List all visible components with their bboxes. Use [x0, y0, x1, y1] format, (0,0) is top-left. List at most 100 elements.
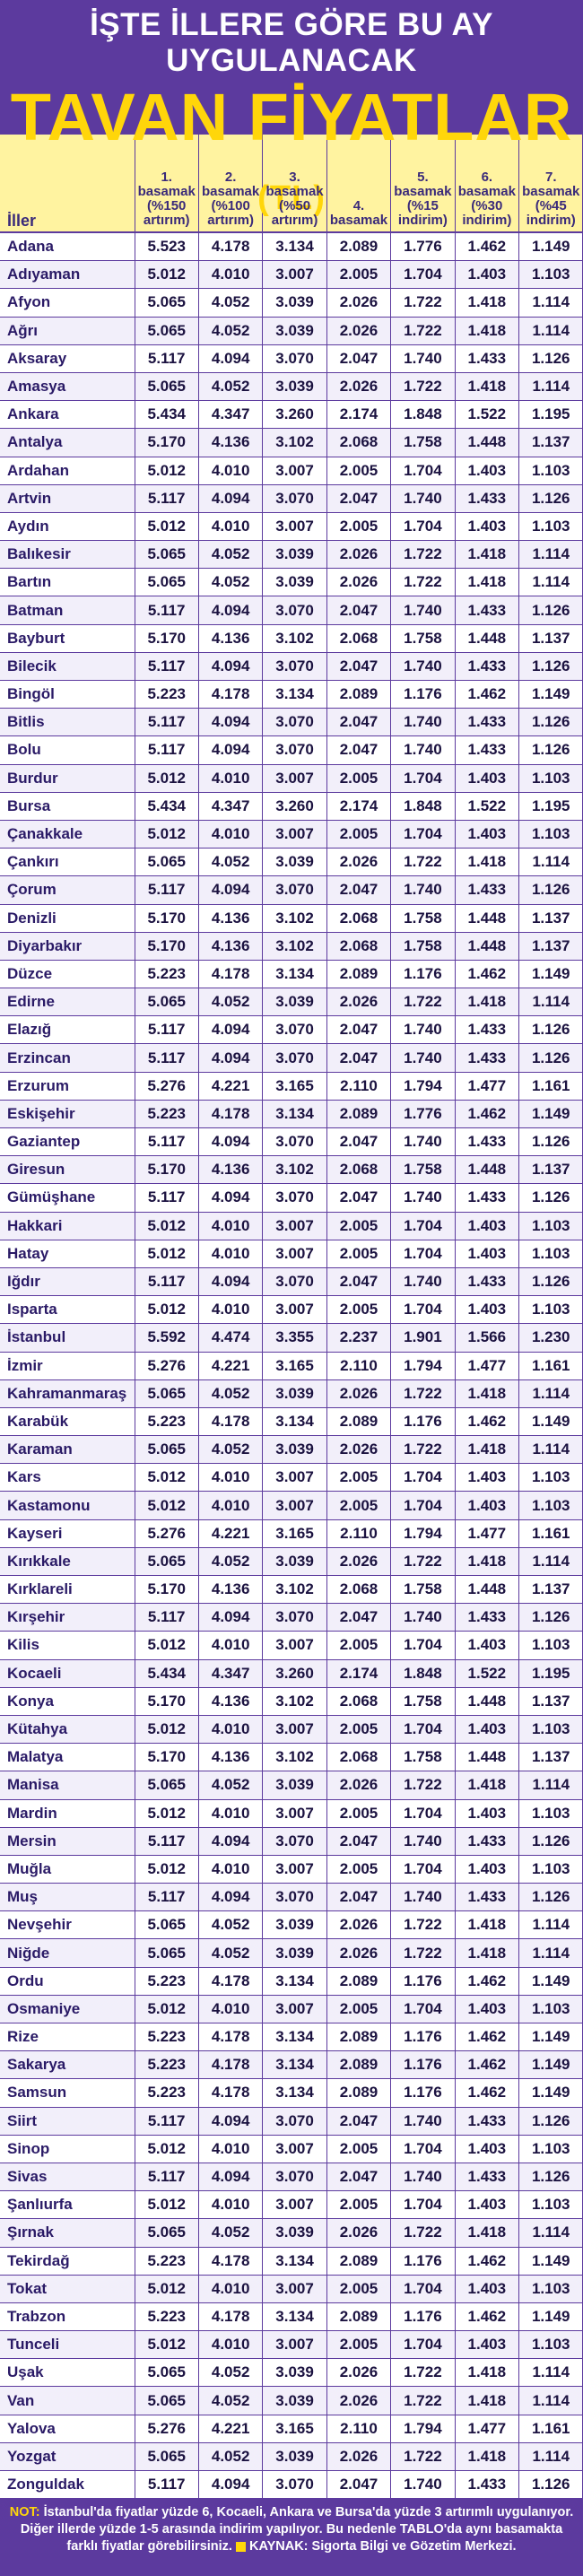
- price-cell: 1.403: [455, 1995, 520, 2024]
- price-cell: 5.012: [135, 2275, 199, 2303]
- province-name: Gaziantep: [0, 1127, 135, 1157]
- price-cell: 5.434: [135, 792, 199, 821]
- price-cell: 5.065: [135, 1547, 199, 1577]
- price-cell: 5.117: [135, 1603, 199, 1632]
- price-cell: 1.176: [390, 1407, 456, 1437]
- price-cell: 1.704: [390, 1799, 456, 1828]
- price-cell: 1.740: [390, 708, 456, 737]
- price-cell: 4.052: [198, 1547, 264, 1577]
- price-cell: 1.704: [390, 1295, 456, 1325]
- price-cell: 3.039: [262, 1938, 327, 1968]
- table-row: Çorum 5.117 4.094 3.070 2.047 1.740 1.433 1.126: [0, 875, 583, 905]
- price-cell: 3.039: [262, 1771, 327, 1800]
- price-cell: 5.223: [135, 1967, 199, 1996]
- price-cell: 4.178: [198, 2247, 264, 2276]
- price-cell: 1.114: [518, 317, 583, 345]
- province-name: Antalya: [0, 428, 135, 457]
- price-cell: 3.007: [262, 1631, 327, 1660]
- price-cell: 1.418: [455, 288, 520, 318]
- price-cell: 1.126: [518, 1043, 583, 1073]
- price-cell: 1.722: [390, 2218, 456, 2248]
- price-cell: 3.134: [262, 2247, 327, 2276]
- price-cell: 3.070: [262, 2163, 327, 2192]
- price-cell: 4.010: [198, 764, 264, 793]
- title-unit: (TL): [257, 178, 326, 217]
- price-cell: 1.149: [518, 2050, 583, 2080]
- province-name: Osmaniye: [0, 1995, 135, 2024]
- price-cell: 5.012: [135, 1212, 199, 1240]
- province-name: Çorum: [0, 875, 135, 905]
- price-cell: 1.126: [518, 652, 583, 682]
- price-cell: 1.522: [455, 1659, 520, 1688]
- price-cell: 3.102: [262, 428, 327, 457]
- price-cell: 1.704: [390, 764, 456, 793]
- price-cell: 1.722: [390, 1910, 456, 1940]
- price-cell: 3.039: [262, 540, 327, 570]
- province-name: Uşak: [0, 2358, 135, 2388]
- price-cell: 1.462: [455, 1967, 520, 1996]
- price-cell: 1.126: [518, 1015, 583, 1045]
- price-cell: 1.103: [518, 764, 583, 793]
- province-name: Düzce: [0, 960, 135, 989]
- price-cell: 4.010: [198, 2135, 264, 2163]
- price-cell: 1.433: [455, 1127, 520, 1157]
- province-name: Konya: [0, 1687, 135, 1716]
- price-cell: 4.094: [198, 875, 264, 905]
- price-cell: 1.722: [390, 1547, 456, 1577]
- price-cell: 1.103: [518, 1295, 583, 1325]
- price-cell: 1.176: [390, 1967, 456, 1996]
- price-cell: 1.722: [390, 1435, 456, 1465]
- price-cell: 1.794: [390, 1519, 456, 1548]
- price-cell: 5.012: [135, 512, 199, 542]
- province-name: Ağrı: [0, 317, 135, 345]
- price-cell: 3.070: [262, 2107, 327, 2136]
- price-cell: 4.010: [198, 820, 264, 849]
- subtitle: İŞTE İLLERE GÖRE BU AY UYGULANACAK: [90, 7, 493, 78]
- price-cell: 4.094: [198, 1015, 264, 1045]
- price-cell: 3.070: [262, 2470, 327, 2500]
- price-cell: 1.418: [455, 2218, 520, 2248]
- price-cell: 3.134: [262, 2050, 327, 2080]
- price-cell: 1.462: [455, 232, 520, 262]
- price-cell: 1.103: [518, 1631, 583, 1660]
- table-row: Kayseri 5.276 4.221 3.165 2.110 1.794 1.477 1.1…: [0, 1519, 583, 1548]
- price-cell: 4.221: [198, 1352, 264, 1380]
- price-cell: 5.170: [135, 428, 199, 457]
- province-name: Kırşehir: [0, 1603, 135, 1632]
- price-cell: 4.136: [198, 1687, 264, 1716]
- price-cell: 4.052: [198, 1435, 264, 1465]
- price-cell: 1.103: [518, 2330, 583, 2360]
- price-cell: 1.522: [455, 792, 520, 821]
- price-cell: 5.170: [135, 1155, 199, 1185]
- price-cell: 1.103: [518, 2190, 583, 2220]
- table-row: Hatay 5.012 4.010 3.007 2.005 1.704 1.403 1.103: [0, 1240, 583, 1268]
- price-cell: 1.114: [518, 540, 583, 570]
- price-cell: 5.065: [135, 1435, 199, 1465]
- price-cell: 3.007: [262, 2190, 327, 2220]
- price-cell: 5.012: [135, 1240, 199, 1268]
- table-row: Ardahan 5.012 4.010 3.007 2.005 1.704 1.403 1.1…: [0, 457, 583, 485]
- price-cell: 1.149: [518, 2247, 583, 2276]
- price-cell: 2.026: [326, 568, 392, 597]
- table-row: Elazığ 5.117 4.094 3.070 2.047 1.740 1.433 1.12…: [0, 1015, 583, 1045]
- column-header-line3: (%150 artırım): [143, 198, 190, 228]
- price-cell: 2.047: [326, 1883, 392, 1912]
- price-cell: 1.149: [518, 1967, 583, 1996]
- price-cell: 2.089: [326, 1100, 392, 1129]
- table-row: Kocaeli 5.434 4.347 3.260 2.174 1.848 1.522 1.1…: [0, 1659, 583, 1688]
- price-cell: 1.794: [390, 1072, 456, 1101]
- price-cell: 4.094: [198, 1127, 264, 1157]
- price-cell: 1.758: [390, 1743, 456, 1772]
- table-row: Aksaray 5.117 4.094 3.070 2.047 1.740 1.433 1.1…: [0, 344, 583, 373]
- price-cell: 5.012: [135, 2190, 199, 2220]
- column-header-line1: İller: [7, 212, 37, 230]
- price-cell: 1.740: [390, 484, 456, 513]
- price-cell: 5.117: [135, 1127, 199, 1157]
- note-label: NOT:: [9, 2505, 40, 2520]
- province-name: Sinop: [0, 2135, 135, 2163]
- table-row: Uşak 5.065 4.052 3.039 2.026 1.722 1.418 1.114: [0, 2358, 583, 2388]
- price-cell: 1.448: [455, 1155, 520, 1185]
- price-cell: 2.005: [326, 512, 392, 542]
- price-cell: 3.134: [262, 2302, 327, 2332]
- column-header-basamak-4: 4. basamak: [326, 135, 392, 233]
